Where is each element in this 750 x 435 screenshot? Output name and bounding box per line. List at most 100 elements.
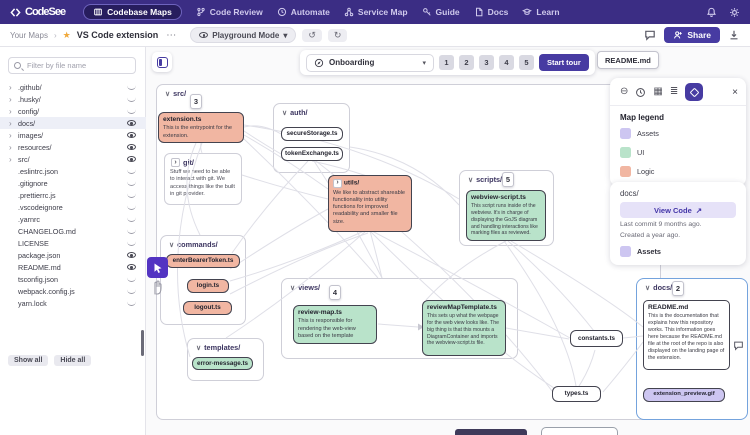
nav-docs[interactable]: Docs	[474, 7, 508, 17]
file-row-prettierrc[interactable]: .prettierrc.js	[0, 189, 146, 201]
tour-select[interactable]: Onboarding ▾	[306, 53, 434, 72]
file-row-package-json[interactable]: package.json	[0, 249, 146, 261]
sidebar-scrollbar[interactable]	[141, 330, 144, 356]
file-row-yarn-lock[interactable]: yarn.lock	[0, 297, 146, 309]
file-row-yarnrc[interactable]: .yarnrc	[0, 213, 146, 225]
map-node-tokenexchange-ts[interactable]: tokenExchange.ts	[281, 147, 343, 161]
tour-step-4[interactable]: 4	[499, 55, 514, 70]
tour-step-3[interactable]: 3	[479, 55, 494, 70]
file-row-resources[interactable]: › resources/	[0, 141, 146, 153]
tour-step-2[interactable]: 2	[459, 55, 474, 70]
map-node-cutoff-dark[interactable]	[455, 429, 527, 435]
tour-badge-src[interactable]: 3	[190, 94, 202, 109]
show-all-button[interactable]: Show all	[8, 355, 49, 366]
nav-learn[interactable]: Learn	[522, 7, 560, 17]
calendar-icon[interactable]: ▦	[653, 86, 663, 97]
favorite-star-icon[interactable]: ★	[62, 29, 71, 40]
eye-icon[interactable]	[126, 120, 137, 126]
chevron-down-icon[interactable]: ∨	[282, 109, 288, 117]
close-icon[interactable]: ×	[732, 86, 738, 98]
nav-codebase-maps[interactable]: Codebase Maps	[83, 4, 182, 20]
eye-off-icon[interactable]	[126, 97, 137, 102]
comment-icon[interactable]	[644, 29, 656, 41]
file-row-husky[interactable]: › .husky/	[0, 93, 146, 105]
chevron-right-icon[interactable]: ›	[9, 106, 12, 116]
nav-service-map[interactable]: Service Map	[344, 7, 408, 17]
map-node-securestorage-ts[interactable]: secureStorage.ts	[281, 127, 343, 141]
list-icon[interactable]: ≣	[669, 86, 679, 97]
eye-off-icon[interactable]	[126, 109, 137, 114]
chevron-right-icon[interactable]: ›	[333, 179, 342, 188]
tour-step-5[interactable]: 5	[519, 55, 534, 70]
map-node-logout-ts[interactable]: logout.ts	[183, 301, 232, 315]
eye-off-icon[interactable]	[126, 169, 137, 174]
map-node-utils[interactable]: › utils/ We like to abstract shareable f…	[328, 175, 412, 232]
eye-icon[interactable]	[126, 132, 137, 138]
tag-icon[interactable]	[685, 83, 704, 101]
map-node-cutoff-white[interactable]	[541, 427, 618, 435]
chevron-right-icon[interactable]: ›	[9, 94, 12, 104]
file-row-changelog[interactable]: CHANGELOG.md	[0, 225, 146, 237]
map-node-webview-script-ts[interactable]: webview-script.ts This script runs insid…	[466, 190, 546, 241]
file-row-eslintrc[interactable]: .eslintrc.json	[0, 165, 146, 177]
gear-icon[interactable]	[729, 7, 740, 18]
map-comment-icon[interactable]	[733, 338, 744, 356]
nav-guide[interactable]: Guide	[422, 7, 460, 17]
file-row-tsconfig[interactable]: tsconfig.json	[0, 273, 146, 285]
tour-step-1[interactable]: 1	[439, 55, 454, 70]
file-row-docs[interactable]: › docs/	[0, 117, 146, 129]
redo-button[interactable]: ↻	[327, 28, 348, 42]
tour-badge-scripts[interactable]: 5	[502, 172, 514, 187]
file-row-config[interactable]: › config/	[0, 105, 146, 117]
tour-badge-views[interactable]: 4	[329, 285, 341, 300]
file-row-github[interactable]: › .github/	[0, 81, 146, 93]
eye-icon[interactable]	[126, 252, 137, 258]
view-code-button[interactable]: View Code ↗	[620, 202, 736, 218]
file-row-readme[interactable]: README.md	[0, 261, 146, 273]
undo-button[interactable]: ↺	[302, 28, 322, 42]
nav-automate[interactable]: Automate	[277, 7, 330, 17]
nav-code-review[interactable]: Code Review	[196, 7, 263, 17]
eye-off-icon[interactable]	[126, 277, 137, 282]
reviewed-circle-icon[interactable]: ⊖	[620, 86, 629, 97]
map-node-readme-md[interactable]: README.md This is the documentation that…	[643, 300, 730, 370]
bell-icon[interactable]	[706, 7, 717, 18]
chevron-down-icon[interactable]: ∨	[468, 176, 474, 184]
more-options-icon[interactable]: ⋯	[166, 29, 177, 41]
map-node-error-message-ts[interactable]: error-message.ts	[192, 357, 253, 370]
chevron-right-icon[interactable]: ›	[9, 142, 12, 152]
eye-off-icon[interactable]	[126, 193, 137, 198]
eye-off-icon[interactable]	[126, 241, 137, 246]
file-row-vscodeignore[interactable]: .vscodeignore	[0, 201, 146, 213]
eye-icon[interactable]	[126, 264, 137, 270]
map-node-login-ts[interactable]: login.ts	[187, 279, 229, 293]
map-node-types-ts[interactable]: types.ts	[552, 386, 601, 402]
hide-all-button[interactable]: Hide all	[54, 355, 92, 366]
eye-off-icon[interactable]	[126, 205, 137, 210]
eye-off-icon[interactable]	[126, 85, 137, 90]
tour-badge-docs[interactable]: 2	[672, 281, 684, 296]
start-tour-button[interactable]: Start tour	[539, 54, 589, 71]
map-node-reviewmaptemplate-ts[interactable]: reviewMapTemplate.ts This sets up what t…	[422, 300, 506, 356]
map-node-constants-ts[interactable]: constants.ts	[570, 330, 623, 347]
file-filter-input[interactable]	[25, 60, 130, 71]
chevron-down-icon[interactable]: ∨	[196, 344, 202, 352]
map-node-extension-preview-gif[interactable]: extension_preview.gif	[643, 388, 725, 402]
chevron-down-icon[interactable]: ∨	[290, 284, 296, 292]
chevron-down-icon[interactable]: ∨	[169, 241, 175, 249]
share-button[interactable]: Share	[664, 27, 720, 43]
chevron-down-icon[interactable]: ∨	[165, 90, 171, 98]
breadcrumb-your-maps[interactable]: Your Maps	[10, 30, 48, 40]
node-git[interactable]: › git/ Stuff we need to be able to intera…	[164, 153, 242, 205]
eye-icon[interactable]	[126, 156, 137, 162]
clock-icon[interactable]	[635, 87, 646, 98]
eye-off-icon[interactable]	[126, 181, 137, 186]
panel-toggle-button[interactable]	[152, 52, 172, 72]
map-node-extension-ts[interactable]: extension.ts This is the entrypoint for …	[158, 112, 244, 143]
file-row-license[interactable]: LICENSE	[0, 237, 146, 249]
map-canvas[interactable]: ∨ src/ ∨ auth/ › git/ Stuff we need to be a…	[146, 47, 750, 435]
codesee-logo[interactable]: CodeSee	[10, 6, 66, 18]
chevron-down-icon[interactable]: ∨	[645, 284, 651, 292]
chevron-right-icon[interactable]: ›	[9, 118, 12, 128]
eye-off-icon[interactable]	[126, 217, 137, 222]
